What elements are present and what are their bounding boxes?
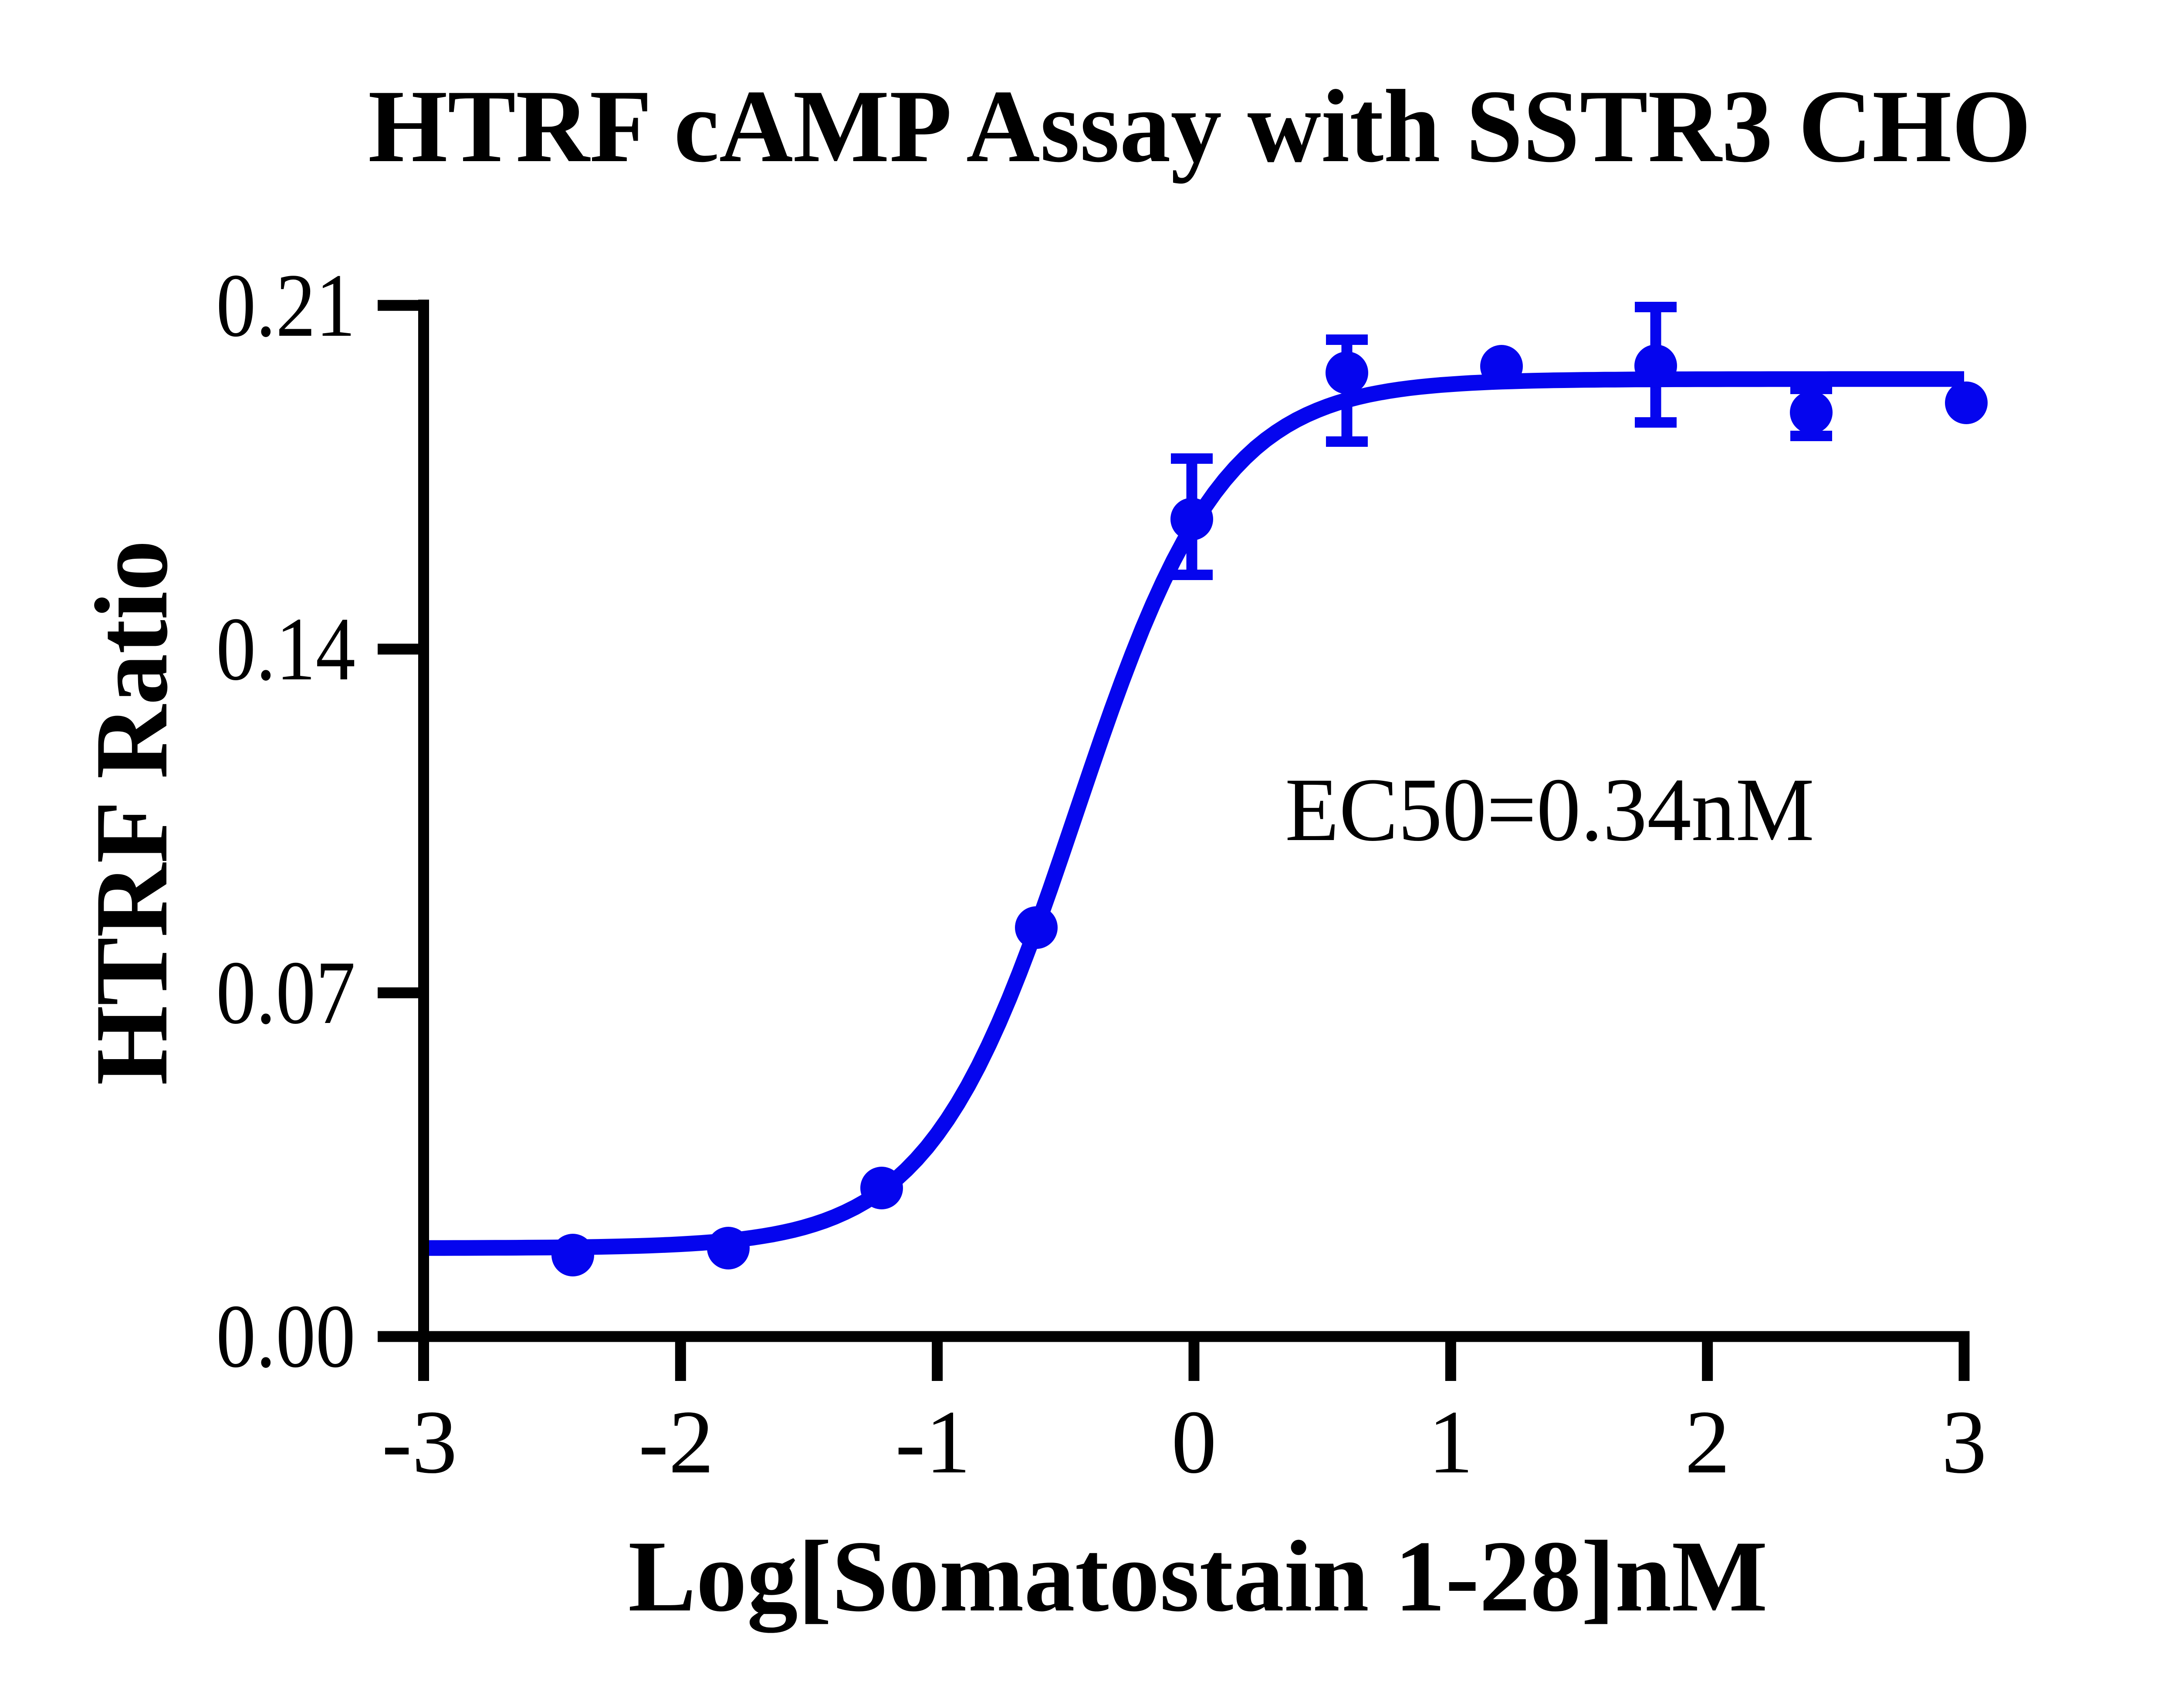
- svg-text:EC50=0.34nM: EC50=0.34nM: [1285, 759, 1814, 860]
- svg-text:0.21: 0.21: [216, 255, 355, 355]
- svg-text:0.14: 0.14: [216, 599, 355, 699]
- svg-text:3: 3: [1941, 1392, 1987, 1492]
- svg-text:-2: -2: [639, 1392, 714, 1492]
- svg-text:-1: -1: [895, 1392, 971, 1492]
- svg-text:1: 1: [1428, 1392, 1473, 1492]
- svg-text:2: 2: [1685, 1392, 1730, 1492]
- svg-text:HTRF Ratio: HTRF Ratio: [74, 540, 189, 1085]
- svg-text:Log[Somatostain 1-28]nM: Log[Somatostain 1-28]nM: [628, 1519, 1768, 1633]
- svg-text:0.00: 0.00: [216, 1286, 355, 1386]
- svg-text:HTRF cAMP Assay with SSTR3 CHO: HTRF cAMP Assay with SSTR3 CHO: [368, 68, 2031, 184]
- svg-text:-3: -3: [382, 1392, 457, 1492]
- svg-text:0.07: 0.07: [216, 942, 355, 1043]
- svg-text:0: 0: [1171, 1392, 1217, 1492]
